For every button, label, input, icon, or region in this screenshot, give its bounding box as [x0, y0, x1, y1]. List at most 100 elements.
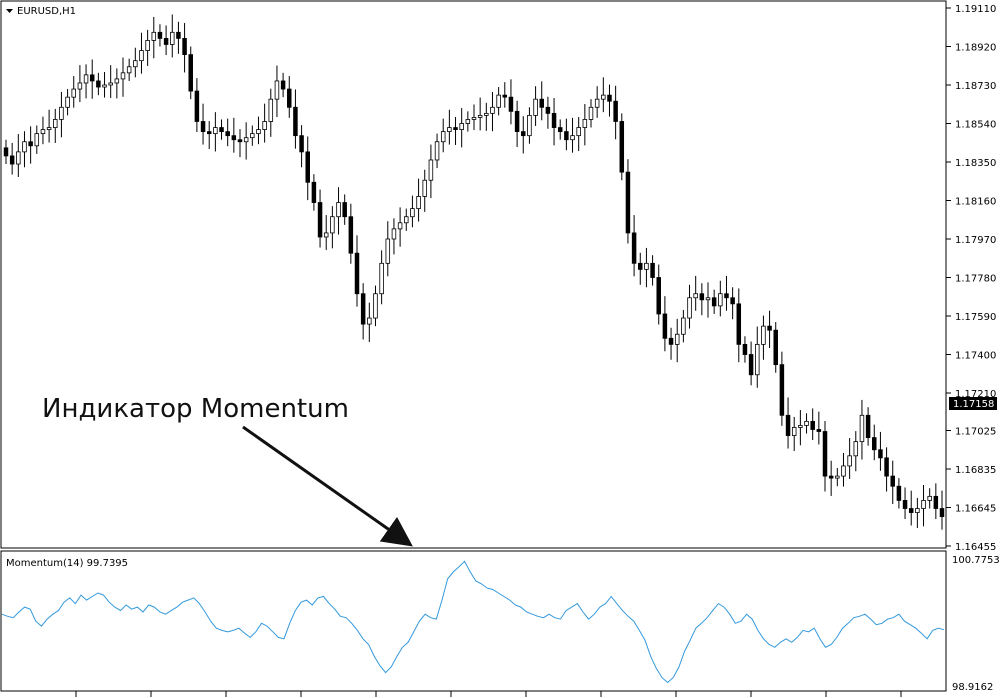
candle	[496, 87, 501, 116]
candle	[896, 478, 902, 509]
candle-body-up	[22, 141, 27, 153]
candle	[102, 72, 107, 98]
indicator-panel[interactable]	[0, 550, 947, 692]
candle-body-down	[773, 329, 778, 366]
candle	[619, 113, 625, 181]
momentum-label: Momentum(14) 99.7395	[6, 558, 128, 569]
candle	[194, 78, 200, 133]
candle	[915, 497, 920, 528]
candle-body-down	[354, 252, 360, 295]
candle	[638, 252, 643, 285]
candle	[22, 131, 27, 168]
candle-body-up	[490, 106, 495, 114]
candle-body-up	[588, 106, 594, 120]
candle-body-down	[9, 155, 15, 165]
candle	[336, 187, 341, 235]
momentum-line	[1, 560, 945, 684]
candle	[828, 460, 834, 496]
candle-body-down	[311, 181, 317, 203]
candle	[182, 22, 187, 73]
candle-body-up	[256, 129, 261, 135]
candle-body-up	[133, 60, 138, 68]
candle-body-up	[213, 127, 218, 135]
candle-body-down	[711, 297, 717, 307]
candle-body-up	[447, 127, 452, 133]
candle	[354, 235, 360, 307]
candle-body-down	[305, 151, 310, 183]
current-price-tag-bg	[949, 397, 997, 410]
candle-body-down	[779, 364, 785, 416]
candle-body-up	[416, 196, 421, 210]
candle	[77, 65, 83, 103]
price-panel[interactable]	[0, 0, 947, 549]
candle	[508, 79, 514, 125]
candle	[625, 159, 631, 244]
candle-body-up	[459, 123, 464, 130]
candle	[145, 29, 150, 66]
candle	[847, 437, 852, 479]
candle-body-up	[120, 72, 126, 80]
candle	[133, 47, 138, 78]
candle	[360, 283, 366, 340]
candle-body-up	[705, 297, 711, 301]
candle-body-down	[908, 508, 914, 513]
price-tick-label: 1.17210	[955, 389, 996, 400]
candle-body-down	[287, 88, 292, 108]
candle	[514, 100, 520, 148]
candle-body-down	[219, 127, 224, 133]
candle-body-up	[151, 31, 157, 41]
candle	[126, 58, 132, 81]
candle-body-up	[527, 114, 532, 137]
candle	[533, 86, 538, 126]
candle	[65, 89, 70, 116]
candle-body-up	[674, 333, 680, 345]
candle-body-up	[533, 98, 538, 116]
price-tick-label: 1.17590	[955, 312, 996, 323]
candle	[108, 65, 113, 98]
candle-body-down	[206, 131, 212, 135]
candle-body-up	[71, 88, 76, 98]
price-tick-label: 1.18540	[955, 120, 996, 131]
candle-body-up	[465, 119, 471, 124]
candle-body-down	[699, 293, 705, 301]
candle	[434, 133, 440, 169]
candle	[484, 102, 489, 131]
candle	[96, 72, 101, 96]
candle-body-down	[200, 121, 206, 133]
momentum-max-label: 100.7753	[952, 555, 1000, 566]
candle-body-down	[785, 414, 791, 436]
candle	[16, 134, 21, 177]
candle-body-down	[280, 80, 286, 90]
candle	[890, 460, 895, 505]
candle	[730, 287, 735, 320]
candle-body-down	[231, 135, 237, 141]
candle	[157, 24, 163, 47]
dropdown-triangle-icon[interactable]	[6, 9, 13, 13]
candle-body-down	[299, 135, 304, 153]
candle	[767, 310, 772, 349]
candle-body-up	[250, 133, 255, 139]
candle-body-up	[927, 495, 932, 501]
candle	[151, 16, 157, 59]
candle	[293, 89, 298, 149]
candle	[287, 76, 292, 118]
candle-body-up	[170, 31, 175, 45]
candle-body-up	[145, 40, 150, 51]
candle-body-down	[878, 449, 883, 459]
candle	[872, 424, 877, 461]
candle	[385, 221, 391, 277]
candle	[305, 136, 310, 201]
candle-body-up	[114, 78, 120, 84]
candle-body-down	[865, 414, 871, 438]
candle	[459, 108, 464, 148]
candle	[705, 282, 711, 318]
candle	[447, 109, 452, 145]
candle-body-up	[410, 208, 415, 218]
candle-body-down	[619, 121, 625, 173]
candle-body-down	[822, 431, 828, 477]
candle-body-down	[502, 94, 508, 98]
candle-body-down	[225, 131, 230, 137]
candle	[865, 407, 871, 446]
candle	[791, 416, 797, 451]
